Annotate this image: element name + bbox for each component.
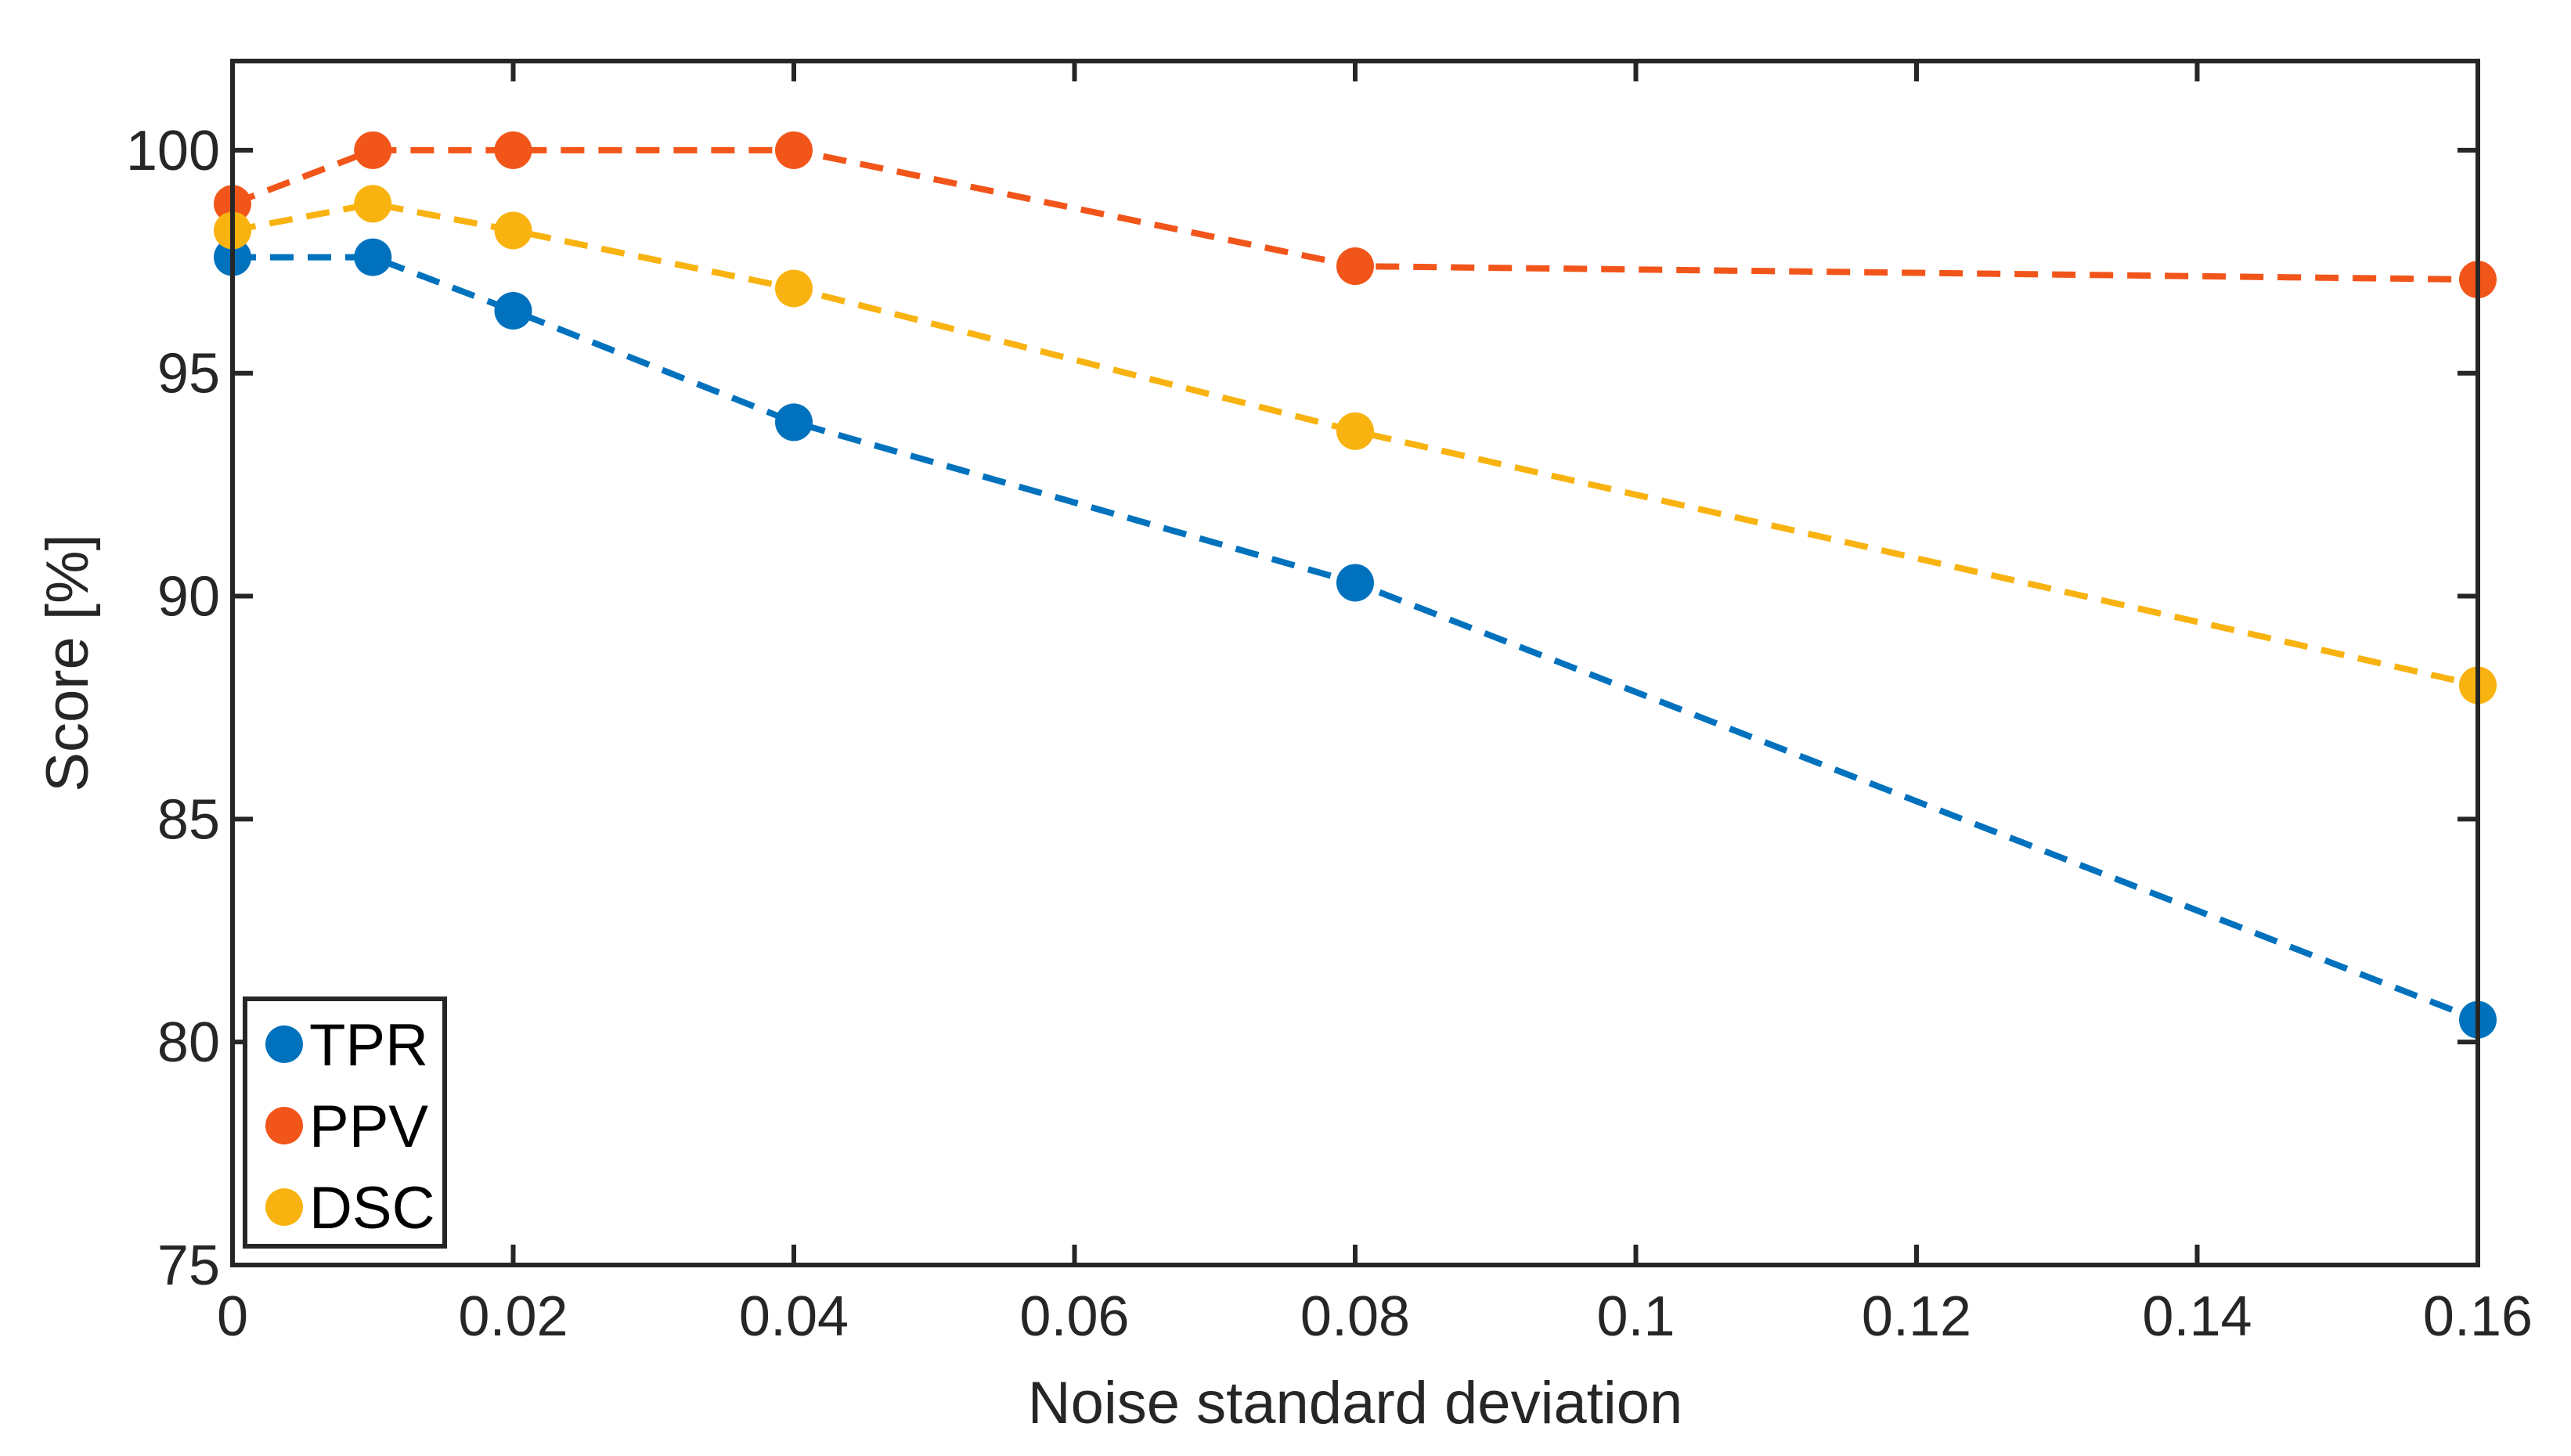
x-tick-label-5: 0.1 bbox=[1596, 1285, 1675, 1348]
y-tick-label-0: 75 bbox=[157, 1234, 220, 1297]
x-tick-label-7: 0.14 bbox=[2142, 1285, 2252, 1348]
legend-label-tpr: TPR bbox=[309, 1012, 428, 1079]
series-line-ppv bbox=[231, 146, 2479, 283]
x-tick-label-8: 0.16 bbox=[2423, 1285, 2533, 1348]
point-dsc-3 bbox=[775, 269, 813, 308]
point-ppv-4 bbox=[1336, 247, 1374, 286]
x-tick-label-1: 0.02 bbox=[458, 1285, 568, 1348]
point-tpr-2 bbox=[494, 291, 532, 330]
x-tick-label-2: 0.04 bbox=[739, 1285, 849, 1348]
y-tick-label-3: 90 bbox=[157, 566, 220, 629]
point-dsc-4 bbox=[1336, 412, 1374, 450]
legend-marker-tpr bbox=[265, 1025, 303, 1063]
axis-ticks bbox=[230, 61, 2480, 1267]
x-tick-label-3: 0.06 bbox=[1019, 1285, 1129, 1348]
legend-marker-dsc bbox=[265, 1188, 303, 1226]
point-dsc-1 bbox=[354, 185, 392, 223]
x-tick-label-6: 0.12 bbox=[1862, 1285, 1971, 1348]
legend: TPR PPV DSC bbox=[243, 996, 447, 1249]
series-line-tpr bbox=[233, 254, 2479, 1023]
legend-marker-ppv bbox=[265, 1107, 303, 1144]
y-axis-label: Score [%] bbox=[34, 534, 101, 791]
point-ppv-2 bbox=[494, 131, 532, 169]
y-tick-label-1: 80 bbox=[157, 1011, 220, 1074]
x-axis-tick-labels: 0 0.02 0.04 0.06 0.08 0.1 0.12 0.14 0.16 bbox=[217, 1285, 2533, 1348]
y-tick-label-2: 85 bbox=[157, 788, 220, 851]
x-axis-label: Noise standard deviation bbox=[1028, 1370, 1683, 1436]
point-tpr-1 bbox=[354, 238, 392, 276]
point-tpr-3 bbox=[775, 403, 813, 441]
legend-label-ppv: PPV bbox=[309, 1094, 428, 1160]
series-line-dsc bbox=[232, 200, 2479, 689]
point-dsc-2 bbox=[494, 211, 532, 250]
x-tick-label-0: 0 bbox=[217, 1285, 248, 1348]
y-tick-label-5: 100 bbox=[126, 120, 220, 182]
y-tick-label-4: 95 bbox=[157, 343, 220, 405]
series-layer bbox=[214, 131, 2497, 1039]
legend-label-dsc: DSC bbox=[309, 1175, 435, 1242]
x-tick-label-4: 0.08 bbox=[1300, 1285, 1410, 1348]
point-ppv-1 bbox=[354, 131, 392, 169]
point-ppv-3 bbox=[775, 131, 813, 169]
point-tpr-4 bbox=[1336, 564, 1374, 602]
y-axis-tick-labels: 75 80 85 90 95 100 bbox=[126, 120, 220, 1297]
